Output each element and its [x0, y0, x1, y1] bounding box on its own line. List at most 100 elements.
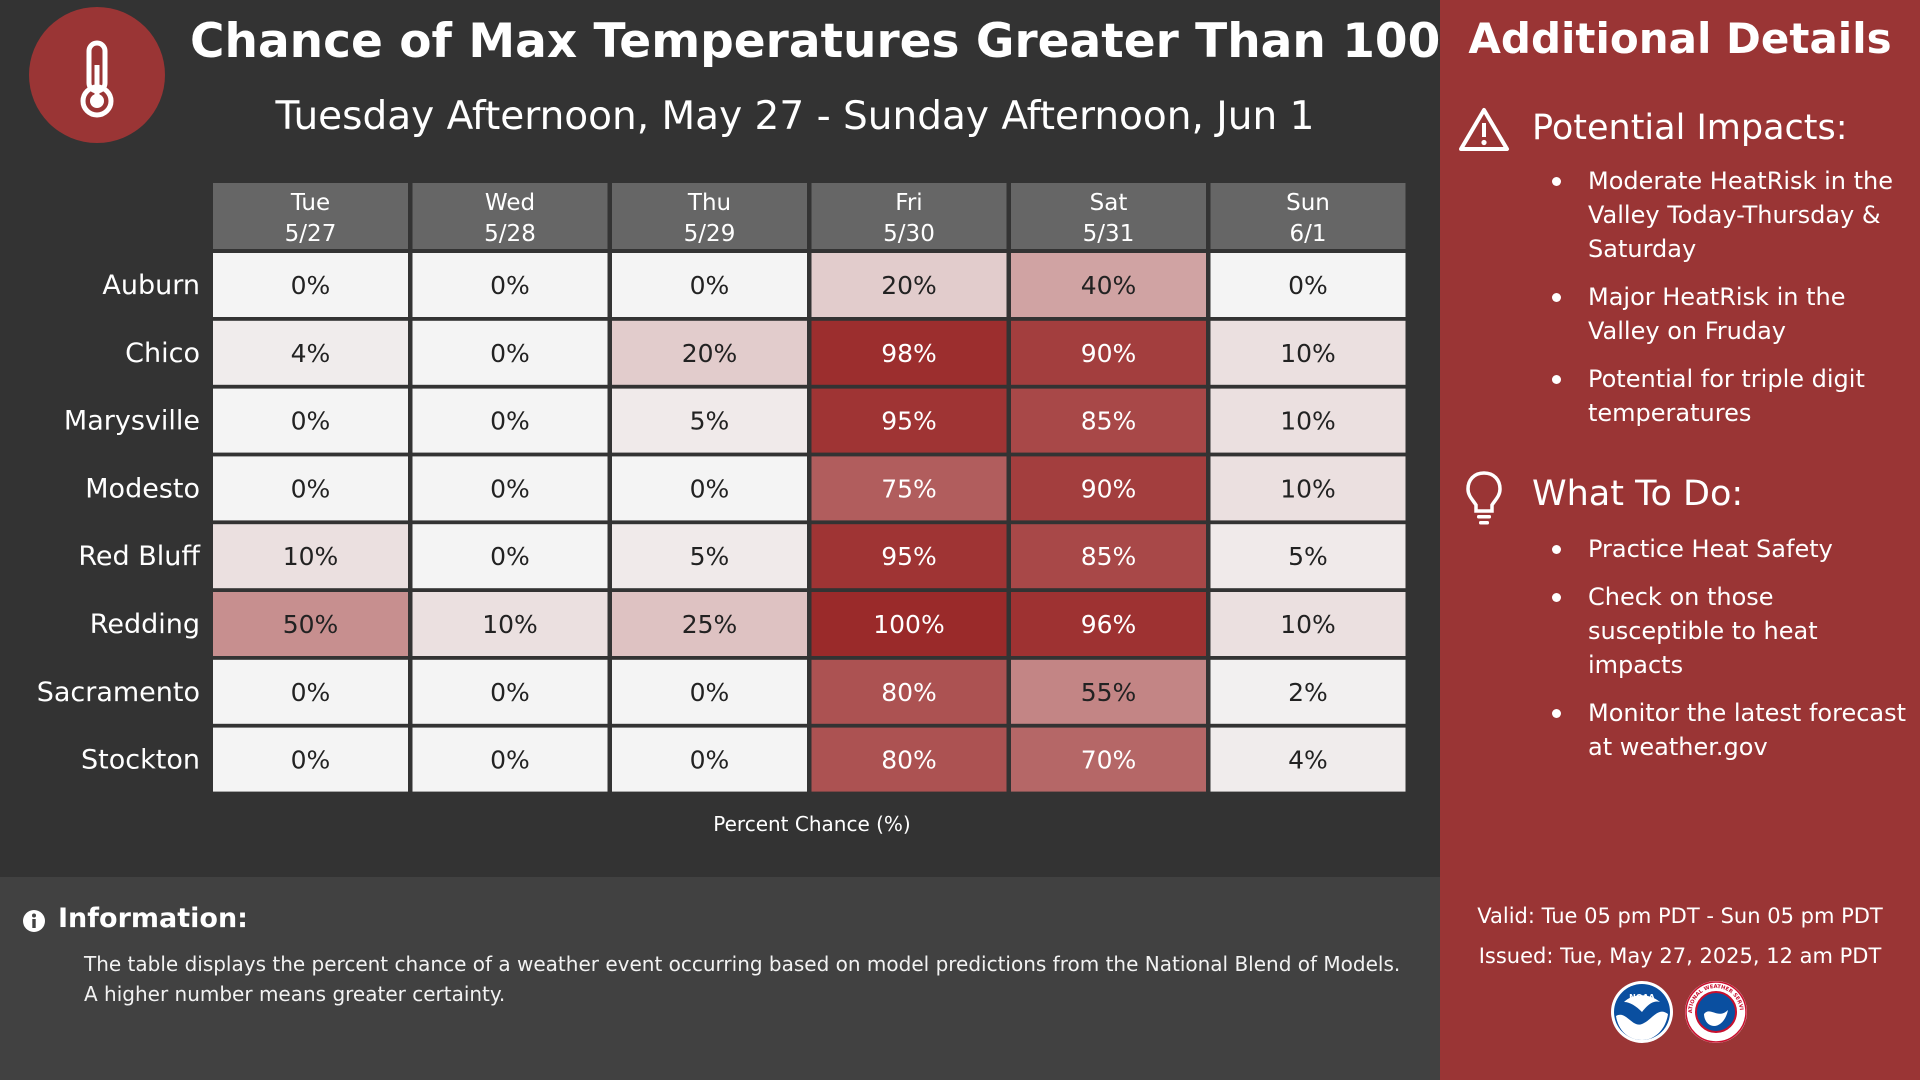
cell-value-label: 98% [881, 339, 937, 368]
heatmap-cell [612, 388, 807, 453]
list-item: Major HeatRisk in the Valley on Fruday [1552, 280, 1908, 348]
cell-value-label: 5% [690, 542, 730, 571]
heatmap-cell [412, 320, 608, 385]
row-label: Marysville [64, 406, 200, 437]
heatmap-cell [213, 320, 408, 385]
todo-heading: What To Do: [1532, 474, 1744, 514]
heatmap-cell [213, 592, 408, 656]
column-header-day: Wed [485, 190, 535, 216]
todo-list: Practice Heat Safety Check on those susc… [1552, 532, 1908, 778]
heatmap-cell [811, 659, 1007, 724]
heatmap-cell [412, 524, 608, 589]
heatmap-cell [213, 659, 408, 724]
heatmap-cell [412, 727, 608, 792]
cell-value-label: 5% [1288, 542, 1328, 571]
noaa-logo-text: NOAA [1629, 993, 1655, 1002]
heatmap-cell [1011, 456, 1206, 521]
heatmap-cell [1011, 253, 1206, 317]
cell-value-label: 85% [1081, 542, 1137, 571]
cell-value-label: 5% [690, 407, 730, 436]
cell-value-label: 0% [490, 678, 530, 707]
cell-value-label: 0% [490, 542, 530, 571]
cell-value-label: 0% [490, 407, 530, 436]
row-label: Chico [125, 338, 200, 369]
column-header-day: Sat [1090, 190, 1128, 216]
noaa-logo: NOAA [1611, 981, 1673, 1043]
column-header-date: 6/1 [1289, 221, 1326, 247]
cell-value-label: 10% [1280, 610, 1336, 639]
thermometer-icon [80, 40, 114, 118]
details-title: Additional Details [1468, 14, 1892, 63]
column-header-cell [612, 183, 807, 249]
cell-value-label: 4% [291, 339, 331, 368]
heatmap-cell [1210, 524, 1406, 589]
cell-value-label: 40% [1081, 271, 1137, 300]
heatmap-cell [1210, 727, 1406, 792]
cell-value-label: 95% [881, 542, 937, 571]
heatmap-cell [1210, 320, 1406, 385]
heatmap-cell [213, 388, 408, 453]
cell-value-label: 95% [881, 407, 937, 436]
heatmap-cell [811, 253, 1007, 317]
row-label: Red Bluff [78, 541, 201, 572]
heatmap-cell [612, 524, 807, 589]
heatmap-cell [612, 320, 807, 385]
cell-value-label: 0% [490, 746, 530, 775]
heatmap-cell [811, 592, 1007, 656]
page-title: Chance of Max Temperatures Greater Than … [190, 14, 1496, 69]
list-item: Practice Heat Safety [1552, 532, 1908, 566]
column-header-cell [412, 183, 608, 249]
heatmap-cell [811, 524, 1007, 589]
cell-value-label: 0% [291, 746, 331, 775]
cell-value-label: 2% [1288, 678, 1328, 707]
information-heading: Information: [58, 903, 248, 934]
list-item: Monitor the latest forecast at weather.g… [1552, 696, 1908, 764]
page-subtitle: Tuesday Afternoon, May 27 - Sunday After… [275, 94, 1315, 139]
heatmap-cell [1011, 524, 1206, 589]
main-panel: Chance of Max Temperatures Greater Than … [29, 7, 1496, 836]
heatmap-cell [811, 456, 1007, 521]
cell-value-label: 90% [1081, 474, 1137, 503]
heatmap-cell [1011, 659, 1206, 724]
heatmap-cell [612, 727, 807, 792]
cell-value-label: 0% [1288, 271, 1328, 300]
cell-value-label: 25% [682, 610, 738, 639]
cell-value-label: 0% [690, 678, 730, 707]
row-label: Sacramento [37, 677, 200, 708]
heatmap-cell [612, 592, 807, 656]
column-header-cell [1011, 183, 1206, 249]
cell-value-label: 4% [1288, 746, 1328, 775]
list-item: Check on those susceptible to heat impac… [1552, 580, 1908, 682]
column-header-day: Tue [290, 190, 330, 216]
heatmap-cell [412, 456, 608, 521]
cell-value-label: 0% [690, 474, 730, 503]
heatmap-cell [612, 253, 807, 317]
heatmap-cell [1011, 320, 1206, 385]
cell-value-label: 0% [291, 271, 331, 300]
heatmap-cell [213, 456, 408, 521]
info-icon [23, 910, 45, 932]
heatmap-cell [1210, 456, 1406, 521]
heatmap-cell [1210, 253, 1406, 317]
cell-value-label: 80% [881, 746, 937, 775]
row-label: Auburn [102, 270, 200, 301]
column-header-day: Sun [1286, 190, 1330, 216]
heatmap-cell [213, 727, 408, 792]
details-panel: Additional Details Potential Impacts: Mo… [1440, 0, 1920, 1080]
cell-value-label: 0% [490, 474, 530, 503]
cell-value-label: 55% [1081, 678, 1137, 707]
heatmap-cell [811, 320, 1007, 385]
column-header-date: 5/27 [285, 221, 337, 247]
cell-value-label: 0% [690, 746, 730, 775]
information-panel: Information: The table displays the perc… [0, 877, 1440, 1080]
warning-icon [1459, 108, 1509, 151]
cell-value-label: 90% [1081, 339, 1137, 368]
cell-value-label: 70% [1081, 746, 1137, 775]
cell-value-label: 10% [482, 610, 538, 639]
column-header-date: 5/31 [1083, 221, 1135, 247]
column-header-day: Thu [687, 190, 731, 216]
row-label: Modesto [85, 473, 200, 504]
information-text: The table displays the percent chance of… [84, 952, 1401, 1006]
cell-value-label: 10% [283, 542, 339, 571]
heatmap-cell [811, 388, 1007, 453]
